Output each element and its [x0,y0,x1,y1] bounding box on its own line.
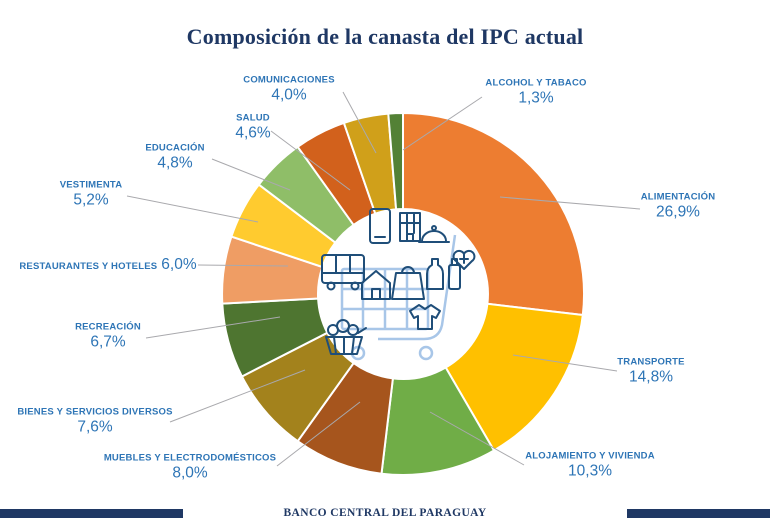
slice-label-restaurantes-hoteles: RESTAURANTES Y HOTELES 6,0% [19,256,196,274]
slice-label-educacion: EDUCACIÓN 4,8% [145,142,205,173]
slice-label-alimentacion: ALIMENTACIÓN 26,9% [640,191,716,222]
health-heart-icon [452,249,476,270]
leader-line-alcohol-tabaco [402,96,483,151]
t-shirt-icon [409,304,441,330]
slice-percent: 4,6% [235,124,271,142]
food-cloche-icon [418,225,450,243]
leader-line-transporte [512,354,618,372]
slice-label-muebles-electrodomesticos: MUEBLES Y ELECTRODOMÉSTICOS 8,0% [103,452,277,483]
slice-label-transporte: TRANSPORTE 14,8% [617,356,685,387]
slice-category: SALUD [236,112,270,124]
shopping-bag-icon [391,266,425,300]
slice-category: EDUCACIÓN [145,142,205,154]
slice-label-alcohol-tabaco: ALCOHOL Y TABACO 1,3% [485,77,587,108]
slice-category: TRANSPORTE [617,356,685,368]
slice-percent: 4,0% [271,86,307,104]
footer-bar-right [627,509,770,518]
page-title: Composición de la canasta del IPC actual [186,24,584,49]
slice-percent: 7,6% [77,418,113,436]
leader-line-salud [270,130,351,191]
bus-icon [321,254,365,291]
slice-percent: 1,3% [518,89,554,107]
leader-line-vestimenta [126,195,259,223]
leader-line-alimentacion [499,196,641,210]
slice-category: ALCOHOL Y TABACO [485,77,587,89]
slice-alimentacion [402,111,586,317]
leader-line-recreacion [145,316,281,339]
footer-text: BANCO CENTRAL DEL PARAGUAY [283,507,487,519]
leader-line-alojamiento-vivienda [429,411,525,466]
leader-line-muebles-electrodomesticos [276,401,361,467]
shopping-cart-icon [340,234,457,361]
slice-percent: 6,7% [90,333,126,351]
slice-category: ALOJAMIENTO Y VIVIENDA [525,450,655,462]
slice-category: COMUNICACIONES [243,74,335,86]
slice-percent: 6,0% [161,255,197,273]
slice-label-bienes-servicios-diversos: BIENES Y SERVICIOS DIVERSOS 7,6% [17,406,173,437]
slice-percent: 10,3% [568,462,612,480]
slice-label-salud: SALUD 4,6% [235,112,271,143]
footer: BANCO CENTRAL DEL PARAGUAY [0,498,770,520]
leader-line-restaurantes-hoteles [197,264,289,267]
slice-label-recreacion: RECREACIÓN 6,7% [75,321,141,352]
bottles-icon [426,258,461,290]
slice-category: VESTIMENTA [59,179,123,191]
slice-percent: 26,9% [656,203,700,221]
slice-label-vestimenta: VESTIMENTA 5,2% [59,179,123,210]
slice-category: MUEBLES Y ELECTRODOMÉSTICOS [103,452,277,464]
center-illustration [321,208,476,361]
slice-label-comunicaciones: COMUNICACIONES 4,0% [243,74,335,105]
leader-line-comunicaciones [342,91,377,154]
slice-percent: 14,8% [629,368,673,386]
slice-label-alojamiento-vivienda: ALOJAMIENTO Y VIVIENDA 10,3% [525,450,655,481]
slice-category: BIENES Y SERVICIOS DIVERSOS [17,406,173,418]
footer-bar-left [0,509,183,518]
slice-percent: 4,8% [157,154,193,172]
slice-percent: 8,0% [172,464,208,482]
house-icon [361,270,391,300]
slice-percent: 5,2% [73,191,109,209]
slice-alcohol-tabaco [387,111,404,211]
leader-line-educacion [211,158,291,191]
smartphone-icon [369,208,391,244]
produce-basket-icon [325,319,367,355]
slice-category: RECREACIÓN [75,321,141,333]
building-icon [399,212,421,242]
leader-line-bienes-servicios-diversos [169,369,306,423]
slice-category: RESTAURANTES Y HOTELES [19,260,158,272]
slice-category: ALIMENTACIÓN [640,191,716,203]
